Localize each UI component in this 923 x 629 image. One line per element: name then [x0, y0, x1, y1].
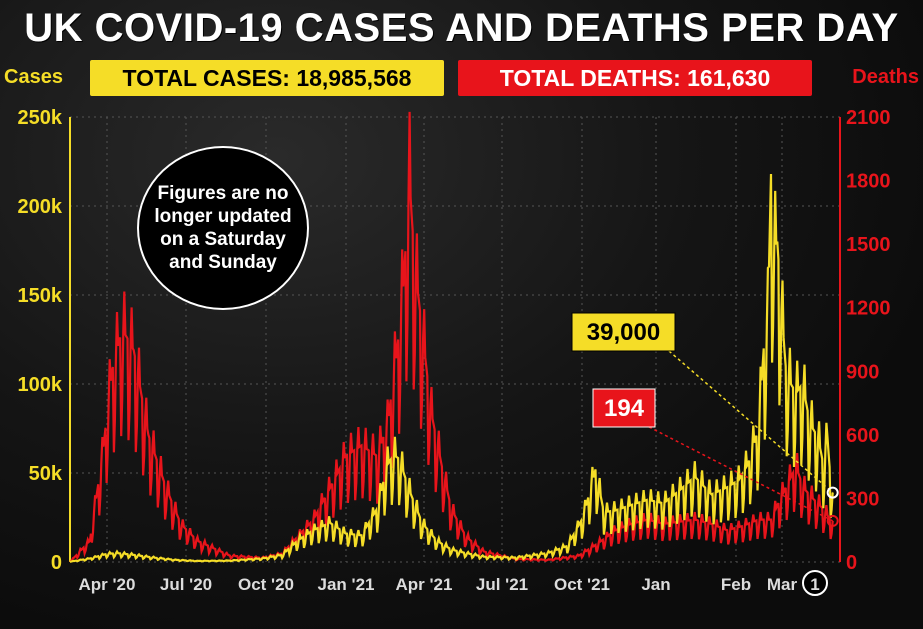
y-left-tick-label: 150k: [18, 285, 63, 307]
x-tick-label: Oct '20: [238, 575, 294, 594]
deaths-series-line: [69, 111, 834, 563]
note-bubble: Figures are no longer updated on a Satur…: [137, 146, 309, 310]
x-tick-label: Mar: [767, 575, 798, 594]
y-left-tick-label: 100k: [18, 374, 63, 396]
x-tick-label: Jul '20: [160, 575, 212, 594]
x-tick-label: Jul '21: [476, 575, 528, 594]
total-deaths-badge: TOTAL DEATHS: 161,630: [458, 60, 812, 96]
x-tick-label: Jan '21: [318, 575, 375, 594]
cases-annotation-box: [571, 312, 676, 352]
cases-annotation-label: 39,000: [587, 319, 660, 346]
cases-series-line: [69, 173, 834, 563]
deaths-annotation-box: [592, 388, 656, 428]
deaths-annotation-label: 194: [604, 395, 645, 422]
x-tick-label: Jan: [641, 575, 670, 594]
y-right-tick-label: 2100: [846, 107, 891, 129]
cases-endpoint-marker: [826, 486, 839, 499]
y-right-tick-label: 300: [846, 488, 879, 510]
y-left-tick-label: 200k: [18, 196, 63, 218]
x-tick-label: 1: [810, 575, 819, 594]
date-circle-marker: [802, 570, 828, 596]
total-cases-badge: TOTAL CASES: 18,985,568: [90, 60, 444, 96]
chart-title: UK COVID-19 CASES AND DEATHS PER DAY: [24, 6, 899, 50]
y-right-tick-label: 1200: [846, 298, 891, 320]
x-tick-label: Oct '21: [554, 575, 610, 594]
x-tick-label: Apr '20: [79, 575, 136, 594]
y-left-tick-label: 250k: [18, 107, 63, 129]
deaths-annotation-leader: [648, 426, 834, 522]
deaths-endpoint-marker: [826, 514, 839, 527]
y-left-tick-label: 50k: [29, 463, 63, 485]
right-axis-name: Deaths: [852, 66, 919, 88]
y-right-tick-label: 1500: [846, 234, 891, 256]
left-axis-name: Cases: [4, 66, 63, 88]
y-right-tick-label: 900: [846, 361, 879, 383]
x-tick-label: Feb: [721, 575, 751, 594]
y-right-tick-label: 0: [846, 552, 857, 574]
x-tick-label: Apr '21: [396, 575, 453, 594]
cases-annotation-leader: [668, 350, 834, 494]
y-right-tick-label: 600: [846, 425, 879, 447]
y-left-tick-label: 0: [51, 552, 62, 574]
y-right-tick-label: 1800: [846, 171, 891, 193]
